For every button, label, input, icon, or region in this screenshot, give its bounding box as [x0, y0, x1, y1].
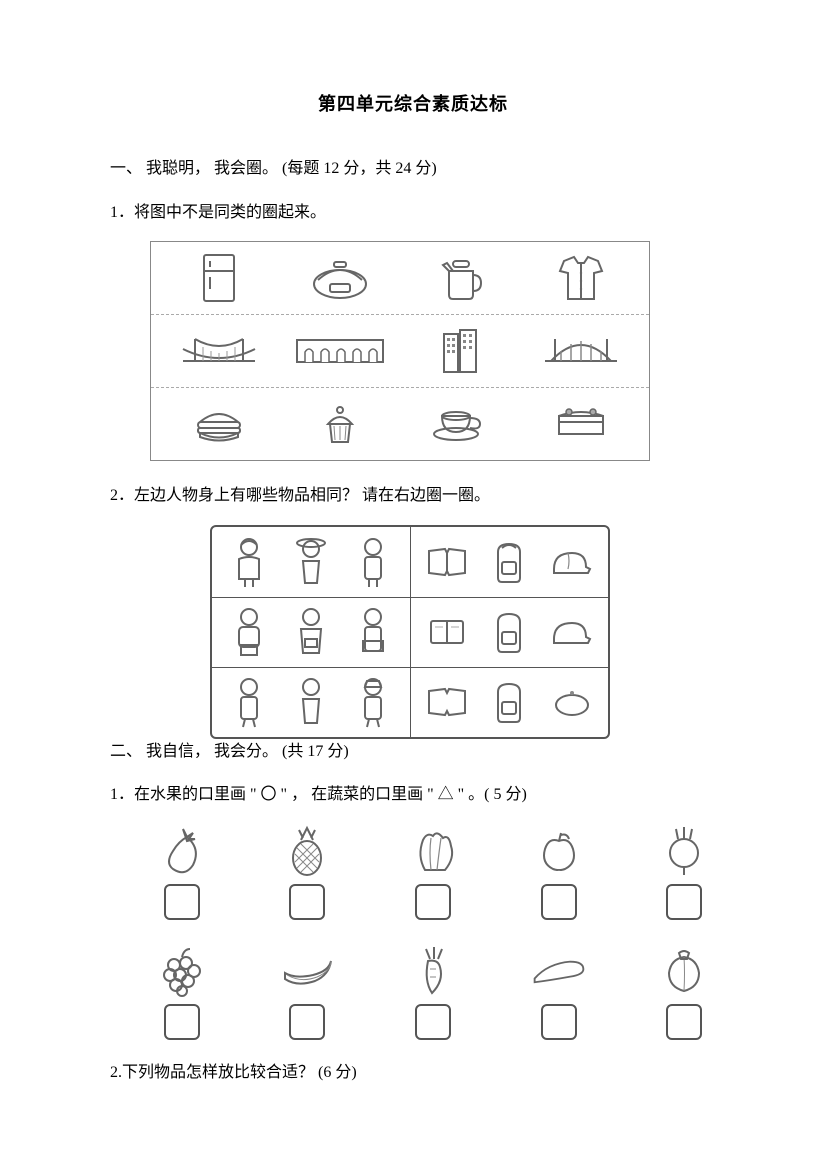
q1-2-text: 2．左边人物身上有哪些物品相同？ 请在右边圈一圈。	[110, 483, 716, 509]
eggplant-item	[150, 824, 214, 920]
banana-icon	[277, 944, 337, 998]
kettle-icon	[405, 252, 515, 304]
cake-slice-icon	[526, 398, 636, 450]
cap-icon	[546, 534, 596, 590]
q1-2-row1	[212, 527, 608, 597]
bokchoy-item	[401, 824, 465, 920]
answer-box[interactable]	[541, 884, 577, 920]
q2-1-row2	[140, 944, 716, 1040]
fridge-icon	[164, 252, 274, 304]
child-icon	[286, 674, 336, 730]
answer-box[interactable]	[541, 1004, 577, 1040]
radish-icon	[654, 824, 714, 878]
carrot-icon	[403, 944, 463, 998]
cupcake-icon	[285, 398, 395, 450]
q1-1-text: 1．将图中不是同类的圈起来。	[110, 200, 716, 226]
bridge-suspension-icon	[164, 325, 274, 377]
q1-2-row1-right	[410, 527, 609, 597]
backpack-icon	[484, 674, 534, 730]
pineapple-item	[276, 824, 340, 920]
carrot-item	[401, 944, 465, 1040]
book-icon	[422, 534, 472, 590]
book-icon	[422, 674, 472, 730]
q1-1-row2	[151, 314, 649, 387]
peach-item	[652, 944, 716, 1040]
answer-box[interactable]	[666, 1004, 702, 1040]
q1-2-row2	[212, 597, 608, 667]
q1-2-row1-left	[212, 527, 410, 597]
answer-box[interactable]	[289, 1004, 325, 1040]
bridge-arch-icon	[526, 325, 636, 377]
answer-box[interactable]	[666, 884, 702, 920]
q2-1-text: 1．在水果的口里画 " 〇 " ， 在蔬菜的口里画 " △ " 。( 5 分)	[110, 782, 716, 808]
q1-2-row3-left	[212, 668, 410, 737]
child-icon	[348, 534, 398, 590]
cucumber-item	[527, 944, 591, 1040]
q2-2-text: 2.下列物品怎样放比较合适？ (6 分)	[110, 1060, 716, 1086]
q2-1-row1	[140, 824, 716, 920]
q1-2-figure	[210, 525, 610, 739]
q1-2-row3	[212, 667, 608, 737]
page-title: 第四单元综合素质达标	[110, 90, 716, 116]
child-icon	[286, 604, 336, 660]
pineapple-icon	[277, 824, 337, 878]
answer-box[interactable]	[415, 1004, 451, 1040]
grapes-icon	[152, 944, 212, 998]
section1-heading: 一、 我聪明， 我会圈。 (每题 12 分，共 24 分)	[110, 156, 716, 182]
backpack-icon	[484, 534, 534, 590]
bokchoy-icon	[403, 824, 463, 878]
q1-1-row3	[151, 387, 649, 460]
answer-box[interactable]	[164, 1004, 200, 1040]
q1-1-figure	[150, 241, 650, 461]
section2-heading: 二、 我自信， 我会分。 (共 17 分)	[110, 739, 716, 765]
child-icon	[286, 534, 336, 590]
book-icon	[422, 604, 472, 660]
cap-icon	[546, 604, 596, 660]
q2-1-figure	[140, 824, 716, 1040]
q1-2-row2-left	[212, 598, 410, 667]
building-icon	[405, 325, 515, 377]
aqueduct-icon	[285, 325, 395, 377]
child-icon	[224, 674, 274, 730]
child-icon	[224, 534, 274, 590]
answer-box[interactable]	[289, 884, 325, 920]
q1-2-row2-right	[410, 598, 609, 667]
q1-1-row1	[151, 242, 649, 314]
radish-item	[652, 824, 716, 920]
apple-icon	[529, 824, 589, 878]
answer-box[interactable]	[164, 884, 200, 920]
cucumber-icon	[529, 944, 589, 998]
grapes-item	[150, 944, 214, 1040]
answer-box[interactable]	[415, 884, 451, 920]
banana-item	[276, 944, 340, 1040]
cap-icon	[546, 674, 596, 730]
burger-icon	[164, 398, 274, 450]
backpack-icon	[484, 604, 534, 660]
peach-icon	[654, 944, 714, 998]
child-icon	[348, 674, 398, 730]
child-icon	[348, 604, 398, 660]
rice-cooker-icon	[285, 252, 395, 304]
child-icon	[224, 604, 274, 660]
eggplant-icon	[152, 824, 212, 878]
apple-item	[527, 824, 591, 920]
shirt-icon	[526, 252, 636, 304]
q1-2-row3-right	[410, 668, 609, 737]
cup-icon	[405, 398, 515, 450]
